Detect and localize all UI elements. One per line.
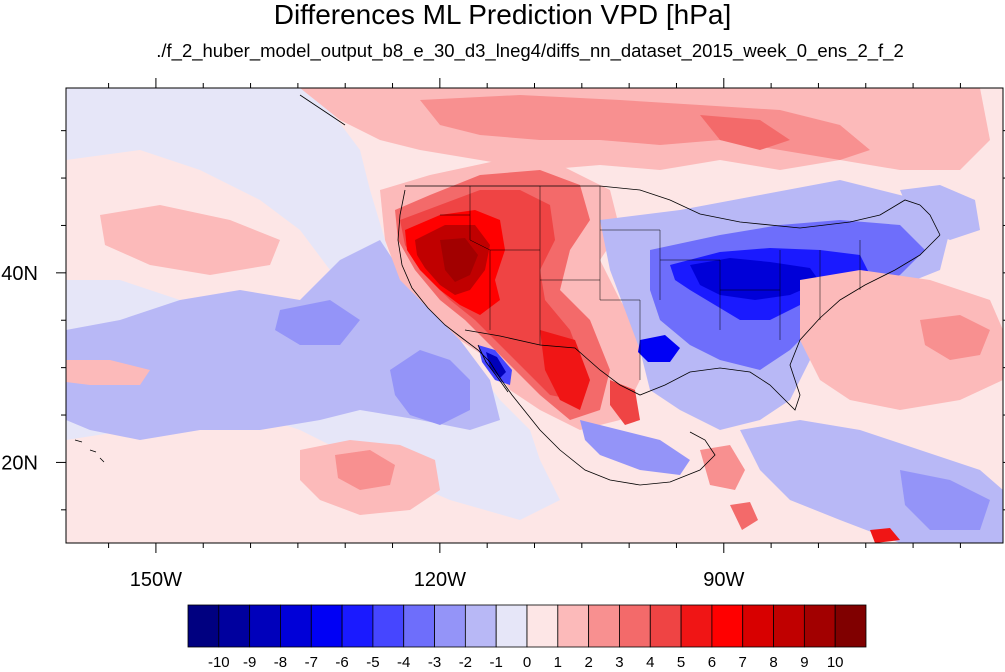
colorbar-swatch <box>249 604 281 648</box>
colorbar-swatch <box>526 604 559 648</box>
colorbar-swatch <box>649 604 682 648</box>
gulf-pale-blue <box>580 420 690 475</box>
y-tick-label-20n: 20N <box>1 452 38 474</box>
colorbar-swatch <box>803 604 836 648</box>
colorbar-label: 7 <box>739 654 747 671</box>
colorbar-swatch <box>310 604 343 648</box>
colorbar-swatch <box>619 604 651 648</box>
contour-field <box>66 88 1003 543</box>
hawaii-islands <box>74 439 105 463</box>
colorbar-swatch <box>557 604 590 648</box>
east-us-deep-blue <box>690 258 820 300</box>
pacific-red-cell-west <box>100 205 280 275</box>
baja-blue-core <box>486 352 506 378</box>
east-coast-line <box>919 204 941 236</box>
colorbar-label: 3 <box>615 654 623 671</box>
colorbar-label: 5 <box>677 654 685 671</box>
colorbar-label: -4 <box>397 654 410 671</box>
west-us-darkest-red <box>440 238 478 282</box>
colorbar-label: -10 <box>208 654 230 671</box>
colorbar-label: 2 <box>584 654 592 671</box>
atlantic-blue-patches <box>900 185 980 240</box>
colorbar-label: 1 <box>554 654 562 671</box>
colorbar-swatch <box>464 604 497 648</box>
colorbar-label: -3 <box>428 654 441 671</box>
canada-red-strip <box>700 115 790 150</box>
colorbar-swatch <box>434 604 466 648</box>
x-tick-label-90w: 90W <box>703 569 744 591</box>
atlantic-pale-red <box>800 270 1003 410</box>
colorbar-label: 9 <box>800 654 808 671</box>
pacific-red-cell-core <box>335 450 395 490</box>
colorbar-label: -1 <box>490 654 503 671</box>
colorbar-swatch <box>588 604 620 648</box>
west-coast-line <box>397 189 521 406</box>
mexico-coast-line <box>519 404 716 486</box>
colorbar-label: -2 <box>459 654 472 671</box>
colorbar-label: -5 <box>366 654 379 671</box>
alaska-panhandle-line <box>299 94 346 126</box>
colorbar-swatch <box>341 604 374 648</box>
pacific-blue-strip-sw <box>66 395 180 420</box>
tick-marks <box>56 78 1005 553</box>
pacific-red-strip-sw <box>66 360 150 385</box>
x-axis-labels: 150W 120W 90W <box>130 569 745 591</box>
x-tick-label-150w: 150W <box>130 569 182 591</box>
us-mexico-border <box>464 329 621 386</box>
colorbar-label: 4 <box>646 654 654 671</box>
panama-red <box>870 528 900 543</box>
colorbar-swatch <box>834 604 867 648</box>
mexico-pacific-red <box>730 502 758 530</box>
pacific-blue-core <box>390 350 470 425</box>
central-america-red <box>700 445 745 490</box>
colorbar-swatch <box>372 604 405 648</box>
colorbar-swatch <box>403 604 435 648</box>
y-axis-labels: 40N 20N <box>1 263 38 475</box>
atlantic-red-spot <box>920 315 990 360</box>
map-subtitle: ./f_2_huber_model_output_b8_e_30_d3_lneg… <box>156 40 904 61</box>
map-title: Differences ML Prediction VPD [hPa] <box>273 0 732 30</box>
colorbar-label: -9 <box>243 654 256 671</box>
colorbar-swatch <box>742 604 774 648</box>
colorbar-label: 8 <box>769 654 777 671</box>
caribbean-blue <box>900 470 990 530</box>
colorbar-label: -8 <box>274 654 287 671</box>
colorbar-swatch <box>495 604 528 648</box>
colorbar-label: 0 <box>523 654 531 671</box>
colorbar-label: -7 <box>305 654 318 671</box>
colorbar-swatch <box>773 604 805 648</box>
baja-coast-line <box>477 344 509 393</box>
pacific-blue-west <box>275 300 360 345</box>
gulf-coast-line <box>619 234 941 411</box>
colorbar-label: 10 <box>827 654 844 671</box>
state-borders <box>440 186 861 380</box>
y-tick-label-40n: 40N <box>1 263 38 285</box>
colorbar-swatch <box>711 604 744 648</box>
colorbar-label: 6 <box>708 654 716 671</box>
gulf-blue-cell <box>638 335 680 362</box>
alaska-pale-blue <box>66 88 300 130</box>
x-tick-label-120w: 120W <box>414 569 466 591</box>
colorbar: -10 -9 -8 -7 -6 -5 -4 -3 -2 -1 0 1 2 3 4 5 6 7 8 9 10 <box>187 604 867 671</box>
colorbar-label: -6 <box>335 654 348 671</box>
colorbar-swatch <box>218 604 251 648</box>
colorbar-swatch <box>680 604 713 648</box>
pacific-light-blue-band <box>66 240 500 440</box>
colorbar-swatch <box>187 604 220 648</box>
colorbar-swatch <box>280 604 312 648</box>
